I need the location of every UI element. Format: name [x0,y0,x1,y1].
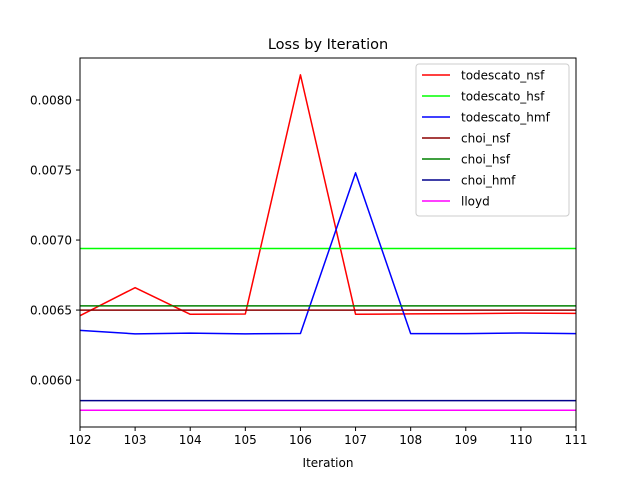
y-tick-label: 0.0065 [30,304,72,318]
x-axis: 102 103 104 105 106 107 108 109 110 111 [69,427,588,447]
x-tick-label: 105 [234,433,257,447]
plot-frame [79,57,577,428]
chart-title: Loss by Iteration [268,37,388,53]
legend-label-choi_hmf: choi_hmf [461,174,516,188]
x-tick-label: 109 [454,433,477,447]
y-axis: 0.0060 0.0065 0.0070 0.0075 0.0080 [30,94,80,388]
y-tick-label: 0.0080 [30,94,72,108]
legend-label-choi_nsf: choi_nsf [461,132,511,146]
series-line-todescato_hmf [79,172,577,335]
y-tick-label: 0.0075 [30,164,72,178]
y-tick-label: 0.0060 [30,374,72,388]
series-lines [79,74,577,411]
x-tick-label: 110 [509,433,532,447]
x-tick-label: 106 [289,433,312,447]
x-tick-label: 108 [399,433,422,447]
x-tick-label: 107 [344,433,367,447]
legend-label-todescato_nsf: todescato_nsf [461,69,545,83]
x-tick-label: 104 [179,433,202,447]
legend-box [415,63,570,217]
x-tick-label: 111 [565,433,588,447]
legend: todescato_nsf todescato_hsf todescato_hmfc… [415,63,570,217]
series-line-todescato_nsf [79,74,577,317]
legend-label-choi_hsf: choi_hsf [461,153,511,167]
y-tick-label: 0.0070 [30,234,72,248]
legend-label-todescato_hsf: todescato_hsf [461,90,545,104]
x-tick-label: 102 [69,433,92,447]
legend-label-todescato_hmf: todescato_hmf [461,111,551,125]
x-tick-label: 103 [124,433,147,447]
x-axis-label: Iteration [303,456,354,470]
legend-label-lloyd: lloyd [461,195,490,209]
